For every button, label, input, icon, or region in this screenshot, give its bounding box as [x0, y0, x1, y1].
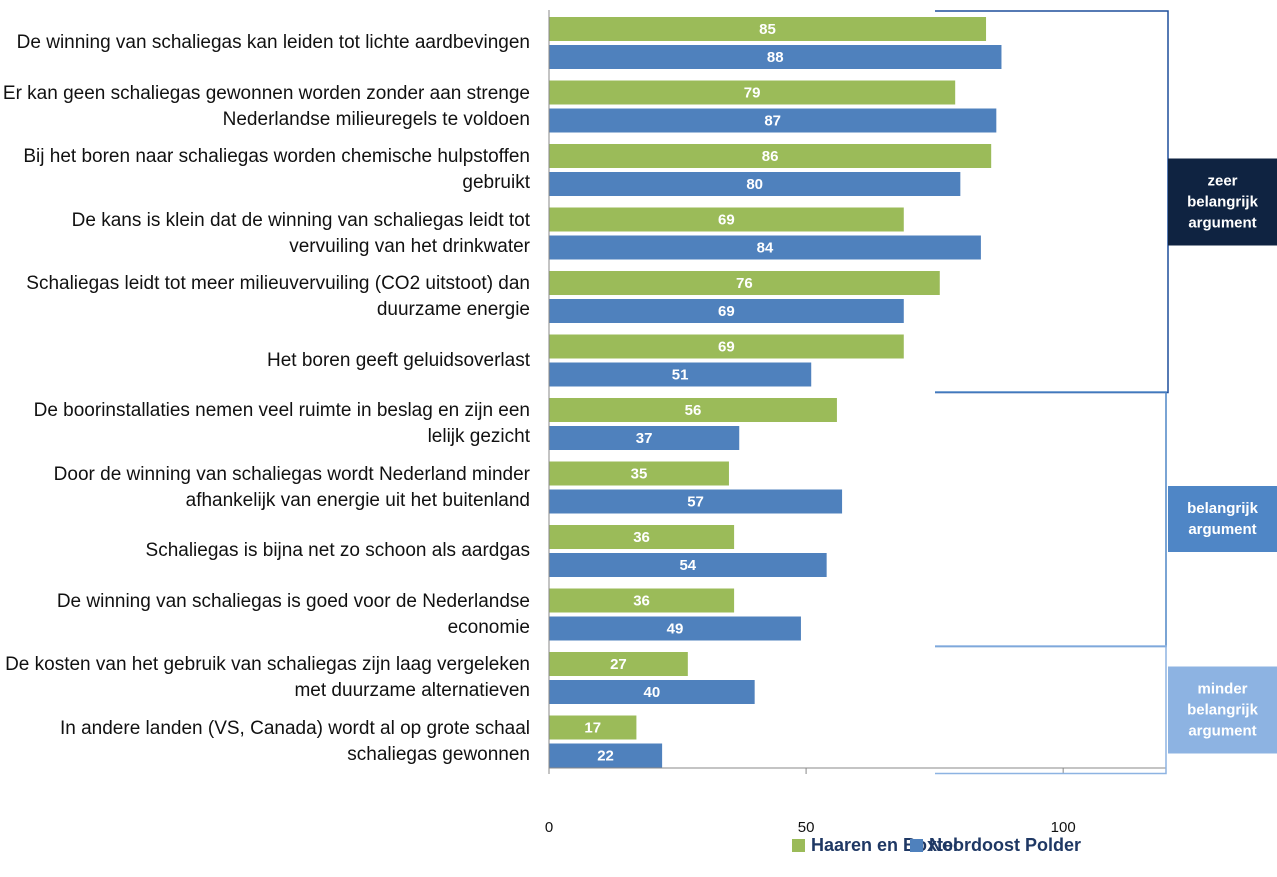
- value-label: 85: [759, 21, 776, 38]
- bar: [549, 299, 904, 323]
- legend-swatch: [910, 839, 923, 852]
- value-label: 36: [633, 529, 650, 546]
- category-label: De winning van schaliegas kan leiden tot…: [16, 32, 530, 53]
- value-label: 57: [687, 493, 704, 510]
- bar: [549, 461, 729, 486]
- bar: [549, 588, 735, 613]
- category-label: De kans is klein dat de winning van scha…: [71, 209, 530, 257]
- value-label: 17: [584, 719, 601, 736]
- bar: [549, 17, 987, 41]
- value-label: 86: [762, 148, 779, 165]
- value-label: 36: [633, 592, 650, 609]
- value-label: 56: [685, 402, 702, 419]
- bar: [549, 80, 956, 105]
- value-label: 80: [746, 176, 763, 193]
- bar: [549, 172, 961, 196]
- value-label: 69: [718, 211, 735, 228]
- x-tick-label: 50: [798, 819, 815, 836]
- bar: [549, 489, 843, 514]
- bar: [549, 108, 997, 133]
- bar: [549, 45, 1002, 69]
- value-label: 87: [764, 112, 781, 129]
- group-label: minder belangrijk argument: [1168, 666, 1277, 754]
- bar: [549, 207, 904, 232]
- value-label: 49: [667, 620, 684, 637]
- bar: [549, 271, 940, 295]
- value-label: 76: [736, 275, 753, 292]
- value-label: 22: [597, 747, 614, 764]
- category-label: Het boren geeft geluidsoverlast: [267, 349, 530, 371]
- value-label: 79: [744, 84, 761, 101]
- bar: [549, 398, 837, 422]
- category-label: Schaliegas is bijna net zo schoon als aa…: [145, 540, 530, 561]
- value-label: 84: [757, 239, 774, 256]
- category-label: Er kan geen schaliegas gewonnen worden z…: [2, 82, 530, 130]
- x-tick-label: 0: [545, 819, 553, 836]
- bar: [549, 553, 827, 577]
- category-label: Schaliegas leidt tot meer milieuvervuili…: [26, 273, 530, 320]
- bar: [549, 525, 735, 549]
- category-label: Door de winning van schaliegas wordt Ned…: [53, 463, 530, 511]
- category-label: Bij het boren naar schaliegas worden che…: [23, 146, 530, 193]
- value-label: 54: [679, 557, 696, 574]
- bar: [549, 144, 992, 168]
- value-label: 37: [636, 430, 653, 447]
- legend-label: Noordoost Polder: [929, 835, 1081, 855]
- bar: [549, 616, 801, 641]
- x-tick-label: 100: [1051, 819, 1076, 836]
- bar: [549, 743, 663, 768]
- category-label: De boorinstallaties nemen veel ruimte in…: [33, 400, 530, 447]
- bar: [549, 680, 755, 704]
- value-label: 69: [718, 303, 735, 320]
- category-label: In andere landen (VS, Canada) wordt al o…: [59, 717, 530, 765]
- value-label: 51: [672, 366, 689, 383]
- value-label: 40: [643, 684, 660, 701]
- group-label: zeer belangrijk argument: [1168, 158, 1277, 246]
- legend-swatch: [792, 839, 805, 852]
- bar: [549, 362, 812, 387]
- category-label: De kosten van het gebruik van schaliegas…: [5, 654, 530, 701]
- bar: [549, 715, 637, 740]
- bar: [549, 426, 740, 450]
- bar: [549, 235, 981, 260]
- group-label: belangrijk argument: [1168, 486, 1277, 553]
- value-label: 35: [631, 465, 648, 482]
- value-label: 69: [718, 338, 735, 355]
- bar: [549, 652, 688, 676]
- value-label: 88: [767, 49, 784, 66]
- bracket: [935, 391, 1167, 648]
- category-label: De winning van schaliegas is goed voor d…: [56, 590, 530, 638]
- legend-item: Noordoost Polder: [910, 835, 1081, 856]
- bracket: [935, 645, 1167, 775]
- value-label: 27: [610, 656, 627, 673]
- bar: [549, 334, 904, 359]
